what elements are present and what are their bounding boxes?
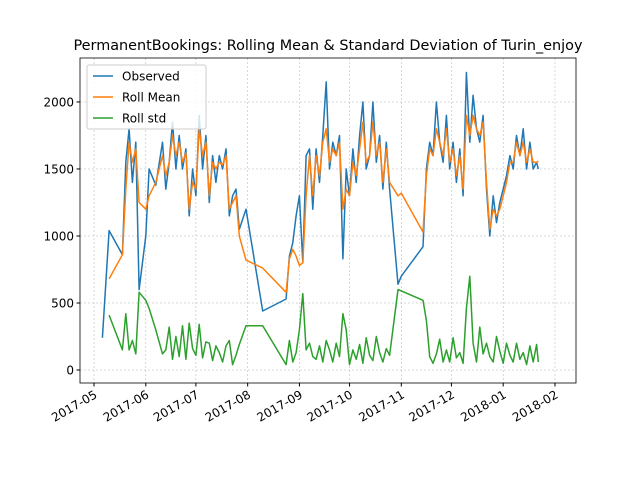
y-tick-label: 500 — [51, 296, 74, 310]
legend-box — [86, 64, 207, 130]
series-line — [108, 114, 539, 294]
legend-label: Roll Mean — [122, 91, 180, 105]
legend: Observed Roll Mean Roll std — [86, 64, 207, 130]
y-tick-label: 1500 — [43, 162, 74, 176]
legend-label: Roll std — [122, 112, 166, 126]
y-tick-label: 1000 — [43, 229, 74, 243]
y-tick-label: 0 — [66, 364, 74, 378]
y-tick-label: 2000 — [43, 95, 74, 109]
legend-label: Observed — [122, 70, 180, 84]
plot-frame — [79, 57, 577, 384]
chart-title: PermanentBookings: Rolling Mean & Standa… — [74, 38, 583, 54]
series-line — [108, 275, 540, 366]
